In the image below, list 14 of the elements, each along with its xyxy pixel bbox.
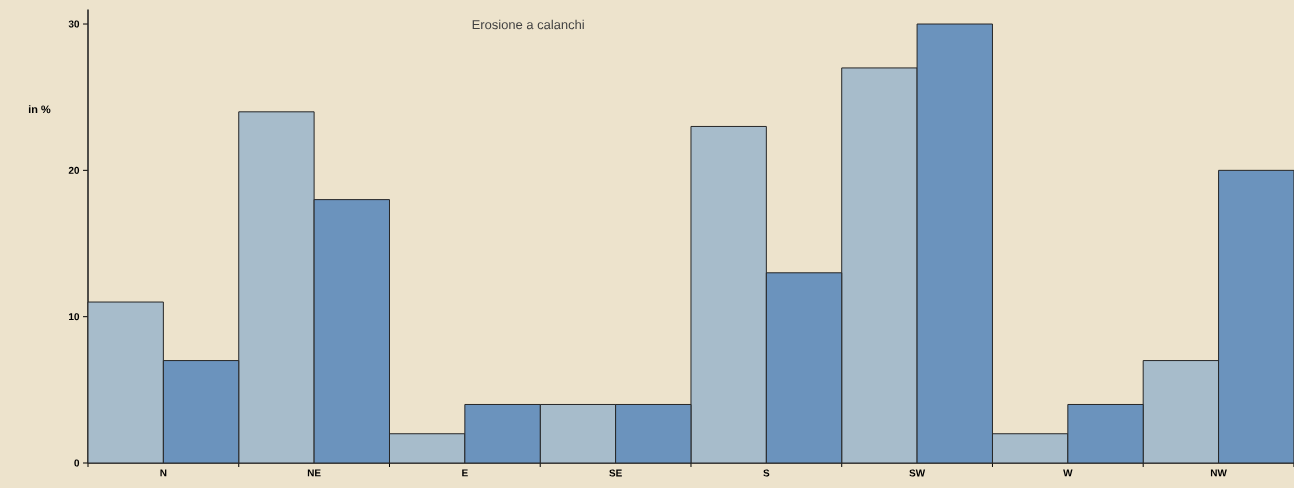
x-tick-label: SW: [909, 469, 926, 477]
y-tick-label: 0: [74, 459, 80, 467]
x-tick-label: SE: [609, 469, 622, 477]
x-tick-label: NW: [1210, 469, 1227, 477]
y-tick-label: 20: [68, 166, 80, 174]
x-tick-label: N: [160, 469, 167, 477]
x-tick-label: NE: [307, 469, 321, 477]
y-tick-label: 10: [69, 313, 80, 321]
x-tick-label: E: [462, 469, 468, 477]
x-tick-label: W: [1063, 469, 1073, 477]
y-tick-label: 30: [68, 20, 80, 28]
y-axis-title: in %: [28, 105, 51, 114]
text: Erosione a calanchi: [472, 19, 584, 30]
x-tick-label: S: [763, 469, 770, 477]
